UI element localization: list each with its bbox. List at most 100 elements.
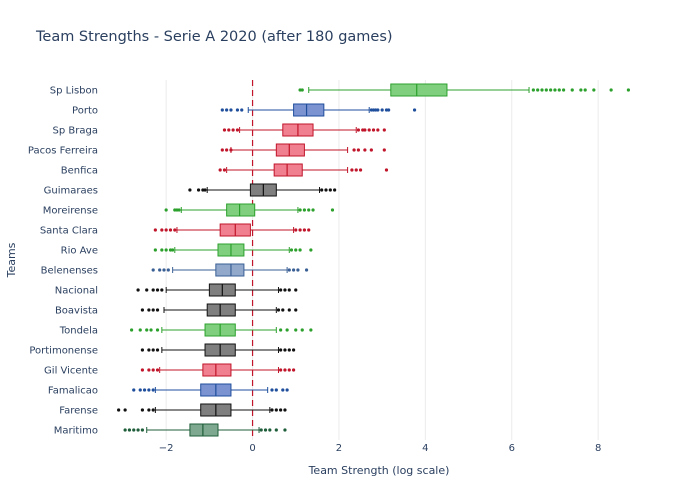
outlier-point xyxy=(218,168,222,172)
outlier-point xyxy=(298,208,302,212)
y-tick-label: Famalicao xyxy=(48,386,98,397)
outlier-point xyxy=(160,288,164,292)
outlier-point xyxy=(151,348,155,352)
outlier-point xyxy=(173,228,177,232)
outlier-point xyxy=(285,388,289,392)
outlier-point xyxy=(127,428,132,432)
outlier-point xyxy=(382,128,386,132)
outlier-point xyxy=(626,88,631,92)
team-box-boavista xyxy=(140,303,298,317)
team-box-pacos-ferreira xyxy=(220,143,386,157)
outlier-point xyxy=(300,328,304,332)
outlier-point xyxy=(274,408,278,412)
outlier-point xyxy=(304,268,309,272)
outlier-point xyxy=(274,388,278,392)
outlier-point xyxy=(147,388,151,392)
team-box-belenenses xyxy=(151,263,309,277)
outlier-point xyxy=(188,188,192,192)
outlier-point xyxy=(283,368,287,372)
y-tick-label: Benfica xyxy=(61,166,98,177)
iqr-box xyxy=(189,423,219,437)
outlier-point xyxy=(285,328,289,332)
outlier-point xyxy=(376,108,380,112)
team-box-farense xyxy=(117,403,287,417)
outlier-point xyxy=(363,128,367,132)
x-tick-labels: −2 0 2 4 6 8 xyxy=(159,443,602,454)
team-box-sp-braga xyxy=(222,123,386,137)
y-tick-label: Boavista xyxy=(55,306,98,317)
outlier-point xyxy=(307,228,311,232)
outlier-point xyxy=(155,328,160,332)
outlier-point xyxy=(387,108,391,112)
iqr-box xyxy=(202,363,232,377)
outlier-point xyxy=(276,308,281,312)
outlier-point xyxy=(231,128,235,132)
outlier-point xyxy=(283,288,287,292)
outlier-point xyxy=(140,348,144,352)
outlier-point xyxy=(155,308,160,312)
outlier-point xyxy=(283,408,287,412)
outlier-point xyxy=(371,128,376,132)
outlier-point xyxy=(531,88,535,92)
outlier-point xyxy=(140,308,144,312)
outlier-point xyxy=(145,328,149,332)
outlier-point xyxy=(220,148,224,152)
outlier-point xyxy=(220,108,224,112)
outlier-point xyxy=(140,428,144,432)
outlier-point xyxy=(259,428,263,432)
outlier-point xyxy=(240,108,244,112)
x-tick-label: 8 xyxy=(595,443,601,454)
outlier-point xyxy=(549,88,553,92)
outlier-point xyxy=(287,308,291,312)
outlier-point xyxy=(287,368,291,372)
outlier-point xyxy=(279,348,283,352)
outlier-point xyxy=(363,148,367,152)
x-tick-label: 4 xyxy=(422,443,428,454)
outlier-point xyxy=(544,88,548,92)
y-tick-label: Tondela xyxy=(59,326,98,337)
outlier-point xyxy=(384,168,389,172)
outlier-point xyxy=(352,148,356,152)
outlier-point xyxy=(164,228,168,232)
outlier-point xyxy=(270,388,274,392)
iqr-box xyxy=(273,163,303,177)
outlier-point xyxy=(147,408,151,412)
outlier-point xyxy=(536,88,540,92)
y-tick-label: Rio Ave xyxy=(61,246,98,257)
team-box-benfica xyxy=(218,163,389,177)
outlier-point xyxy=(283,348,287,352)
y-tick-label: Gil Vicente xyxy=(44,366,98,377)
iqr-box xyxy=(390,83,448,97)
outlier-point xyxy=(294,288,298,292)
outlier-point xyxy=(147,348,151,352)
y-tick-label: Moreirense xyxy=(43,206,98,217)
iqr-box xyxy=(275,143,305,157)
outlier-point xyxy=(311,208,315,212)
outlier-point xyxy=(356,148,360,152)
outlier-point xyxy=(151,388,155,392)
outlier-point xyxy=(164,248,168,252)
outlier-point xyxy=(227,128,231,132)
outlier-point xyxy=(328,188,332,192)
iqr-box xyxy=(206,303,236,317)
chart-title: Team Strengths - Serie A 2020 (after 180… xyxy=(35,29,393,45)
outlier-point xyxy=(592,88,596,92)
outlier-point xyxy=(287,348,291,352)
outlier-point xyxy=(123,408,127,412)
y-tick-label: Portimonense xyxy=(29,346,98,357)
outlier-point xyxy=(562,88,566,92)
outlier-point xyxy=(132,388,136,392)
outlier-point xyxy=(153,248,157,252)
outlier-point xyxy=(570,88,574,92)
outlier-point xyxy=(369,148,373,152)
team-box-famalicao xyxy=(132,383,289,397)
outlier-point xyxy=(222,168,227,172)
outlier-point xyxy=(222,128,227,132)
y-tick-label: Santa Clara xyxy=(40,226,98,237)
iqr-box xyxy=(293,103,325,117)
outlier-point xyxy=(294,248,298,252)
outlier-point xyxy=(350,168,354,172)
y-tick-label: Farense xyxy=(59,406,98,417)
outlier-point xyxy=(330,208,335,212)
y-tick-label: Nacional xyxy=(55,286,98,297)
